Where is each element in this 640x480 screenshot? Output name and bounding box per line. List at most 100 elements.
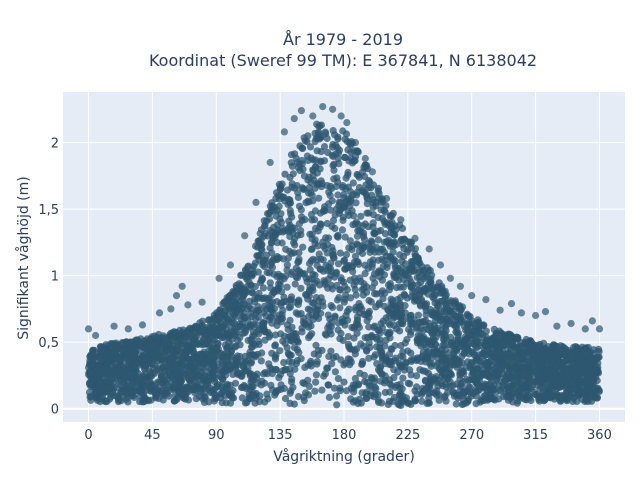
x-tick-label: 225 [395, 428, 420, 443]
data-point [252, 198, 260, 206]
data-point [410, 320, 418, 328]
data-point [558, 393, 566, 401]
data-point [244, 263, 252, 271]
data-point [446, 383, 454, 391]
data-point [273, 221, 281, 229]
data-point [245, 390, 253, 398]
data-point [482, 296, 490, 304]
data-point [581, 325, 589, 333]
data-point [359, 243, 367, 251]
data-point [500, 353, 508, 361]
data-point [124, 325, 132, 333]
data-point [251, 259, 259, 267]
data-point [514, 334, 522, 342]
data-point [431, 340, 440, 349]
data-point [331, 312, 339, 320]
data-point [400, 271, 409, 279]
data-point [259, 259, 267, 267]
data-point [219, 375, 227, 383]
data-point [453, 380, 461, 388]
data-point [447, 297, 455, 305]
data-point [414, 297, 422, 305]
data-point [165, 392, 173, 400]
data-point [101, 370, 109, 378]
data-point [361, 334, 369, 342]
data-point [232, 364, 240, 372]
data-point [251, 283, 259, 291]
data-point [359, 222, 367, 230]
data-point [535, 396, 543, 404]
data-point [369, 203, 377, 211]
data-point [260, 222, 269, 230]
data-point [163, 362, 171, 371]
data-point [336, 199, 344, 207]
data-point [328, 222, 336, 230]
data-point [307, 322, 315, 330]
data-point [372, 303, 380, 311]
data-point [422, 367, 430, 376]
data-point [457, 369, 465, 377]
data-point [273, 239, 281, 247]
data-point [291, 235, 299, 243]
data-point [307, 210, 315, 219]
data-point [452, 400, 460, 408]
data-point [386, 358, 394, 366]
data-point [286, 389, 294, 397]
data-point [432, 373, 440, 381]
data-point [189, 340, 197, 348]
data-point [254, 379, 262, 387]
data-point [469, 340, 477, 348]
data-point [262, 312, 270, 320]
data-point [536, 351, 544, 359]
data-point [353, 258, 361, 266]
data-point [271, 353, 279, 361]
data-point [521, 338, 529, 346]
data-point [311, 271, 319, 279]
data-point [569, 352, 577, 360]
data-point [111, 392, 119, 400]
data-point [252, 309, 260, 317]
x-tick-label: 315 [523, 428, 548, 443]
data-point [159, 340, 168, 348]
data-point [156, 354, 164, 362]
data-point [362, 390, 370, 398]
data-point [323, 182, 331, 190]
data-point [360, 284, 368, 293]
data-point [541, 308, 550, 316]
data-point [388, 218, 396, 226]
data-point [151, 344, 159, 352]
data-point [132, 364, 140, 372]
data-point [351, 374, 359, 383]
data-point [226, 292, 234, 300]
data-point [430, 321, 438, 329]
data-point [309, 286, 317, 295]
data-point [238, 286, 247, 294]
data-point [472, 328, 480, 336]
data-point [324, 240, 332, 249]
data-point [425, 381, 433, 389]
data-point [464, 320, 472, 328]
data-point [347, 154, 355, 162]
data-point [266, 305, 275, 313]
data-point [193, 324, 201, 332]
data-point [515, 385, 524, 393]
y-tick-label: 0 [51, 403, 59, 418]
data-point [595, 325, 604, 333]
data-point [462, 399, 470, 407]
data-point [350, 334, 358, 342]
data-point [145, 336, 154, 344]
data-point [198, 326, 206, 334]
data-point [204, 330, 212, 338]
data-point [312, 378, 320, 386]
data-point [474, 353, 482, 361]
data-point [329, 161, 337, 170]
data-point [448, 360, 456, 369]
data-point [390, 321, 398, 329]
data-point [337, 112, 345, 120]
data-point [340, 378, 348, 386]
data-point [155, 309, 164, 317]
y-tick-label: 1 [51, 270, 59, 285]
data-point [442, 326, 450, 335]
data-point [473, 379, 481, 387]
